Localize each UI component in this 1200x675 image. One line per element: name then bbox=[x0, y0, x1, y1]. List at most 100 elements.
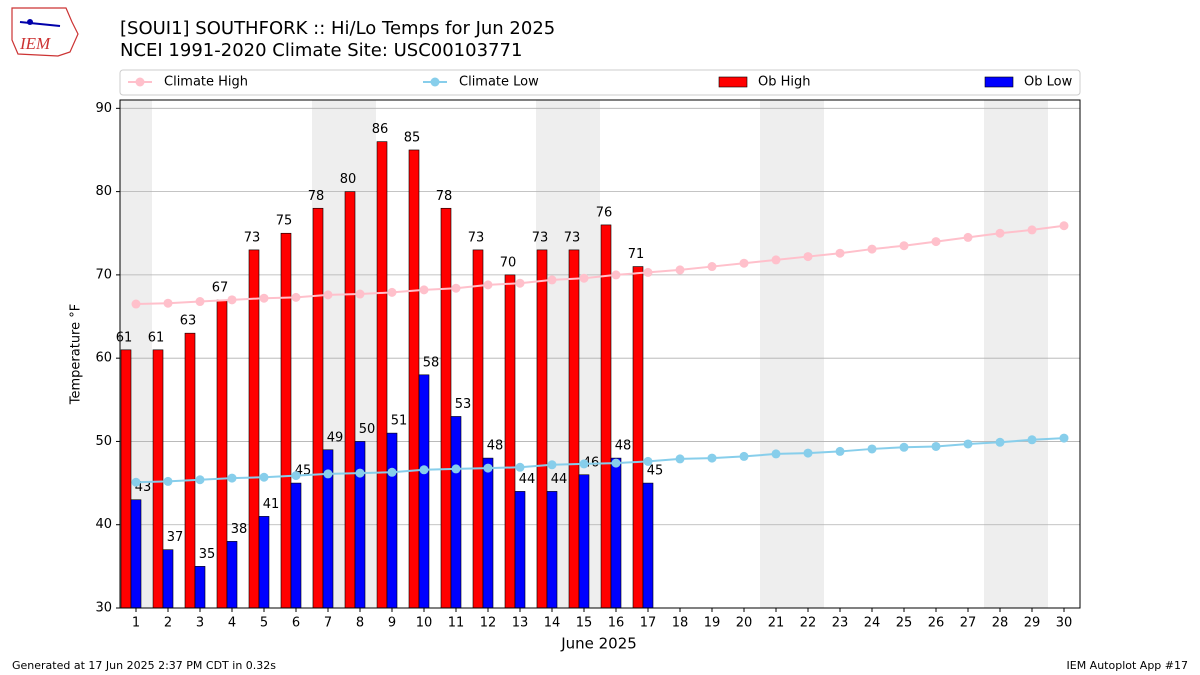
point bbox=[195, 475, 205, 485]
bar bbox=[440, 207, 452, 609]
legend-marker bbox=[430, 77, 440, 87]
x-tick-label: 26 bbox=[928, 616, 945, 631]
data-label: 41 bbox=[263, 497, 280, 512]
data-label: 61 bbox=[116, 330, 133, 345]
point bbox=[611, 270, 621, 280]
bar bbox=[184, 332, 196, 609]
point bbox=[963, 232, 973, 242]
bar bbox=[408, 149, 420, 609]
point bbox=[675, 454, 685, 464]
point bbox=[451, 283, 461, 293]
bar bbox=[376, 141, 388, 609]
point bbox=[291, 292, 301, 302]
bar bbox=[280, 232, 292, 609]
data-label: 67 bbox=[212, 280, 229, 295]
x-tick-label: 15 bbox=[576, 616, 593, 631]
bar bbox=[258, 516, 270, 609]
bar bbox=[514, 491, 526, 609]
plot-frame bbox=[119, 99, 1081, 609]
point bbox=[899, 442, 909, 452]
bar bbox=[504, 274, 516, 609]
weekend-band bbox=[792, 100, 824, 608]
point bbox=[515, 278, 525, 288]
bar bbox=[610, 457, 622, 609]
data-label: 48 bbox=[615, 439, 632, 454]
point bbox=[771, 449, 781, 459]
x-tick-label: 12 bbox=[480, 616, 497, 631]
legend-marker bbox=[135, 77, 145, 87]
point bbox=[1027, 225, 1037, 235]
bar bbox=[450, 416, 462, 609]
logo: IEM bbox=[11, 7, 79, 57]
footer-left: Generated at 17 Jun 2025 2:37 PM CDT in … bbox=[12, 659, 276, 672]
data-label: 44 bbox=[551, 472, 568, 487]
x-tick-label: 20 bbox=[736, 616, 753, 631]
legend-box bbox=[119, 69, 1081, 96]
x-tick-label: 30 bbox=[1056, 616, 1073, 631]
data-label: 73 bbox=[532, 230, 549, 245]
point bbox=[1059, 221, 1069, 231]
point bbox=[867, 244, 877, 254]
point bbox=[643, 456, 653, 466]
legend-label: Climate High bbox=[164, 75, 248, 90]
point bbox=[1059, 433, 1069, 443]
data-label: 58 bbox=[423, 355, 440, 370]
point bbox=[259, 293, 269, 303]
y-tick-label: 80 bbox=[95, 184, 112, 199]
point bbox=[611, 458, 621, 468]
x-tick-label: 8 bbox=[356, 616, 364, 631]
point bbox=[643, 267, 653, 277]
weekend-band bbox=[1016, 100, 1048, 608]
x-tick-label: 14 bbox=[544, 616, 561, 631]
data-label: 70 bbox=[500, 255, 517, 270]
point bbox=[163, 298, 173, 308]
x-tick-label: 2 bbox=[164, 616, 172, 631]
data-label: 78 bbox=[436, 189, 453, 204]
point bbox=[739, 451, 749, 461]
legend-label: Ob High bbox=[758, 75, 811, 90]
data-label: 53 bbox=[455, 397, 472, 412]
y-tick-label: 90 bbox=[95, 101, 112, 116]
point bbox=[131, 299, 141, 309]
data-label: 86 bbox=[372, 122, 389, 137]
x-tick-label: 4 bbox=[228, 616, 236, 631]
x-tick-label: 7 bbox=[324, 616, 332, 631]
bar bbox=[162, 549, 174, 609]
legend-swatch bbox=[718, 76, 748, 88]
bar bbox=[418, 374, 430, 609]
data-label: 37 bbox=[167, 530, 184, 545]
y-axis-label: Temperature °F bbox=[69, 304, 84, 405]
footer-right: IEM Autoplot App #17 bbox=[1067, 659, 1189, 672]
bar bbox=[546, 491, 558, 609]
point bbox=[323, 469, 333, 479]
bar bbox=[568, 249, 580, 609]
point bbox=[547, 275, 557, 285]
x-tick-label: 17 bbox=[640, 616, 657, 631]
weekend-band bbox=[760, 100, 792, 608]
x-tick-label: 24 bbox=[864, 616, 881, 631]
point bbox=[675, 265, 685, 275]
data-label: 73 bbox=[244, 230, 261, 245]
point bbox=[707, 262, 717, 272]
data-label: 73 bbox=[468, 230, 485, 245]
point bbox=[483, 463, 493, 473]
bar bbox=[632, 266, 644, 609]
line bbox=[135, 224, 1065, 306]
point bbox=[355, 289, 365, 299]
x-tick-label: 25 bbox=[896, 616, 913, 631]
x-tick-label: 16 bbox=[608, 616, 625, 631]
legend-label: Ob Low bbox=[1024, 75, 1073, 90]
bar bbox=[536, 249, 548, 609]
x-tick-label: 13 bbox=[512, 616, 529, 631]
point bbox=[739, 258, 749, 268]
data-label: 45 bbox=[647, 464, 664, 479]
point bbox=[387, 287, 397, 297]
y-tick-label: 50 bbox=[95, 434, 112, 449]
point bbox=[515, 462, 525, 472]
bar bbox=[194, 566, 206, 609]
bar bbox=[482, 457, 494, 609]
x-axis-label: June 2025 bbox=[560, 635, 637, 653]
point bbox=[707, 453, 717, 463]
point bbox=[323, 290, 333, 300]
